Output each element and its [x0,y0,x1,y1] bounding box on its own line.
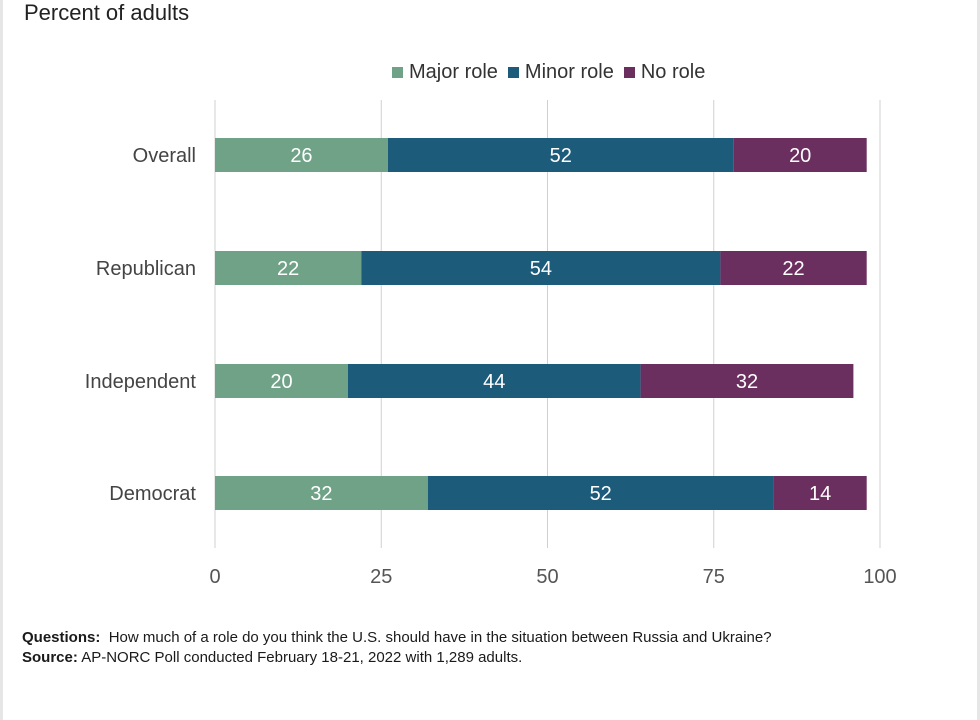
data-label-democrat-no-role: 14 [809,483,831,505]
bar-independent-no-role [640,364,854,398]
legend-item-major-role: Major role [392,61,498,84]
bar-democrat-major-role [215,476,428,510]
bar-republican-no-role [720,251,867,285]
legend-swatch-major-role [392,66,403,78]
chart-legend: Major role Minor role No role [392,60,715,84]
bar-republican-major-role [215,251,362,285]
bar-overall-major-role [215,138,388,172]
bar-republican-minor-role [361,251,721,285]
bar-independent-minor-role [348,364,641,398]
bar-overall-no-role [733,138,867,172]
data-label-independent-no-role: 32 [736,371,758,393]
data-label-independent-major-role: 20 [270,371,292,393]
data-label-overall-major-role: 26 [290,145,312,167]
x-tick-label-50: 50 [536,566,558,588]
questions-line: Questions: How much of a role do you thi… [22,628,772,648]
source-text: AP-NORC Poll conducted February 18-21, 2… [81,649,523,666]
data-label-overall-no-role: 20 [789,145,811,167]
right-border [977,0,980,720]
legend-swatch-minor-role [507,66,519,78]
category-label-republican: Republican [96,258,196,280]
data-label-independent-minor-role: 44 [483,371,505,393]
category-label-democrat: Democrat [109,483,196,505]
x-tick-label-75: 75 [703,566,725,588]
x-tick-label-25: 25 [370,566,392,588]
x-tick-label-100: 100 [863,566,896,588]
category-label-independent: Independent [85,371,197,393]
legend-item-minor-role: Minor role [507,60,614,84]
chart-footnote: Questions: How much of a role do you thi… [22,628,772,668]
data-label-republican-major-role: 22 [277,258,299,280]
bar-democrat-no-role [773,476,867,510]
legend-label-no-role: No role [640,60,706,83]
legend-item-no-role: No role [623,60,706,84]
source-line: Source: AP-NORC Poll conducted February … [22,648,772,668]
data-label-overall-minor-role: 52 [550,145,572,167]
bar-overall-minor-role [387,138,734,172]
chart-subtitle: Percent of adults [24,0,190,25]
category-label-overall: Overall [133,145,196,167]
legend-label-major-role: Major role [409,60,498,83]
data-label-democrat-minor-role: 52 [590,483,612,505]
data-label-republican-no-role: 22 [782,258,804,280]
data-label-democrat-major-role: 32 [310,483,332,505]
bar-democrat-minor-role [427,476,774,510]
bar-independent-major-role [215,364,348,398]
questions-text: How much of a role do you think the U.S.… [108,629,772,646]
left-border [0,0,3,720]
legend-label-minor-role: Minor role [524,60,614,83]
data-label-republican-minor-role: 54 [530,258,552,280]
legend-swatch-no-role [623,66,635,78]
questions-label: Questions: [22,629,101,646]
x-tick-label-0: 0 [209,566,220,588]
source-label: Source: [22,649,78,666]
